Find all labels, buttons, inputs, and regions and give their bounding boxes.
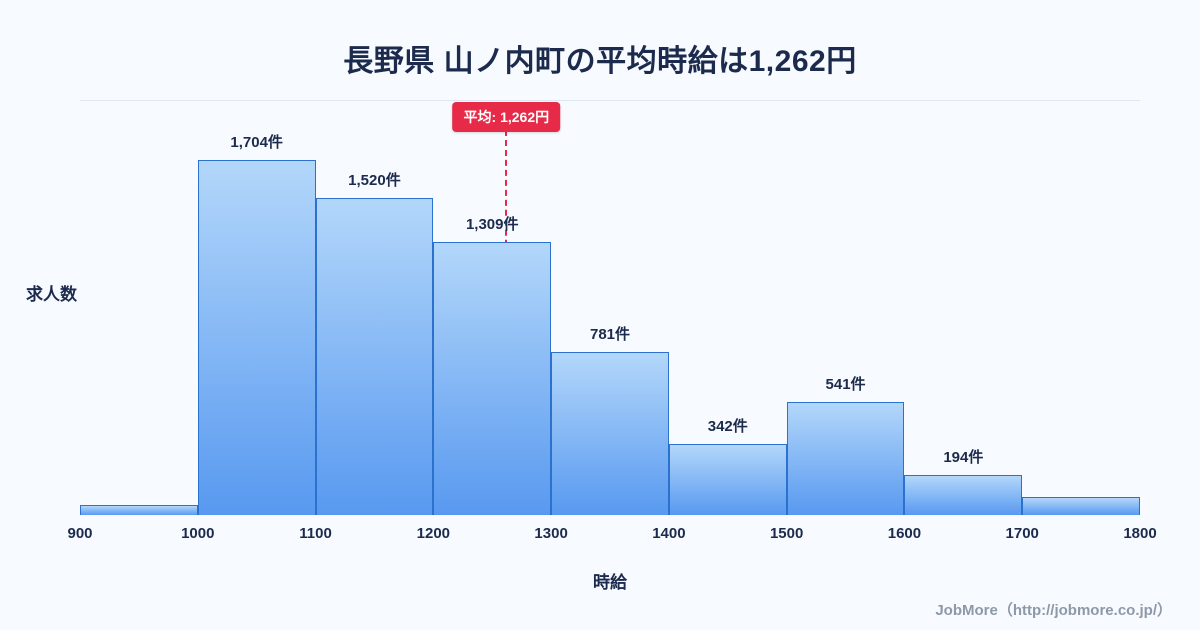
chart-title: 長野県 山ノ内町の平均時給は1,262円	[343, 45, 857, 78]
x-tick-label: 1400	[652, 525, 686, 542]
histogram-bar	[1022, 497, 1140, 515]
histogram-bar	[904, 474, 1023, 515]
bar-value-label: 781件	[589, 326, 631, 344]
y-axis-label: 求人数	[26, 285, 77, 304]
bar-value-label: 342件	[707, 417, 748, 435]
x-tick-label: 1700	[1005, 525, 1039, 542]
histogram-bar	[80, 504, 198, 515]
bar-value-label: 1,520件	[348, 172, 401, 190]
bar-value-label: 541件	[825, 376, 866, 394]
x-axis-ticks: 900 1000 1100 1200 1300 1400 1500 1600 1700 1800	[67, 515, 1156, 545]
x-axis-label: 時給	[593, 573, 627, 592]
bar-value-label: 1,309件	[465, 216, 519, 234]
bar-value-label: 1,704件	[230, 134, 283, 151]
histogram-bar	[668, 443, 787, 515]
x-tick-label: 1800	[1123, 525, 1157, 542]
mean-badge: 平均: 1,262円	[452, 102, 561, 132]
x-tick-label: 1000	[181, 525, 215, 542]
plot-area: 平均: 1,262円 1,704件 1,520件 1,309件 781件 342件 541…	[80, 100, 1140, 515]
histogram-bar	[786, 402, 905, 515]
x-tick-label: 1100	[299, 525, 332, 542]
histogram-bar	[433, 242, 552, 515]
histogram-bar	[551, 352, 669, 515]
x-tick-label: 1200	[416, 525, 451, 542]
x-tick-label: 1300	[534, 525, 568, 542]
bar-value-label: 194件	[943, 448, 984, 466]
histogram-bar	[197, 160, 316, 515]
x-tick-label: 900	[67, 525, 93, 542]
top-gridline	[80, 100, 1140, 101]
x-tick-label: 1500	[769, 525, 804, 542]
histogram-bar	[315, 198, 434, 515]
x-tick-label: 1600	[887, 525, 922, 542]
footer-credit: JobMore（http://jobmore.co.jp/）	[935, 602, 1172, 619]
